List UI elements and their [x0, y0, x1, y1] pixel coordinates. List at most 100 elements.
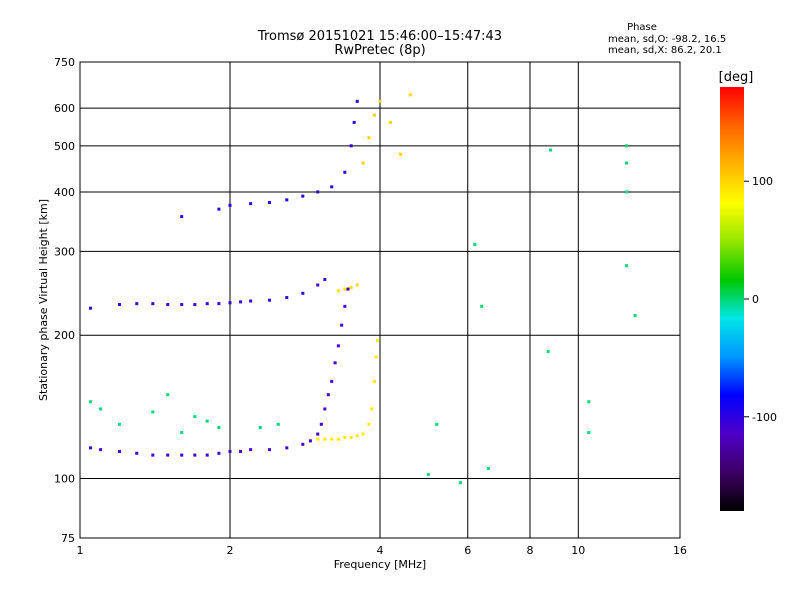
data-point — [249, 202, 253, 206]
data-point — [217, 302, 221, 306]
data-point — [217, 207, 221, 211]
data-point — [355, 99, 359, 103]
data-point — [151, 302, 155, 306]
data-point — [343, 170, 347, 174]
data-point — [180, 303, 184, 307]
data-point — [367, 136, 371, 140]
data-point — [373, 113, 377, 117]
x-axis-label: Frequency [MHz] — [334, 558, 426, 571]
plot-frame — [79, 61, 681, 539]
data-point — [546, 349, 550, 353]
x-tick-label: 6 — [464, 544, 471, 557]
phase-box-line1: mean, sd,O: -98.2, 16.5 — [608, 34, 726, 45]
data-point — [316, 432, 320, 436]
data-point — [99, 407, 103, 411]
data-point — [625, 264, 629, 268]
y-tick-label: 500 — [54, 140, 75, 153]
data-point — [193, 453, 197, 457]
data-point — [205, 302, 209, 306]
y-tick-label: 600 — [54, 102, 75, 115]
data-point — [205, 453, 209, 457]
data-point — [319, 422, 323, 426]
y-tick-label: 200 — [54, 329, 75, 342]
data-point — [239, 449, 243, 453]
data-point — [370, 407, 374, 411]
data-point — [625, 161, 629, 165]
data-point — [389, 120, 393, 124]
data-point — [373, 379, 377, 383]
data-point — [352, 120, 356, 124]
data-point — [330, 437, 334, 441]
data-point — [180, 453, 184, 457]
data-point — [587, 400, 591, 404]
data-point — [285, 296, 289, 300]
data-point — [217, 451, 221, 455]
data-point — [193, 414, 197, 418]
colorbar-tick-label: 0 — [752, 293, 759, 306]
data-point — [258, 425, 262, 429]
data-point — [117, 422, 121, 426]
data-point — [267, 448, 271, 452]
data-point — [375, 338, 379, 342]
colorbar-tick-label: -100 — [752, 411, 777, 424]
data-point — [301, 194, 305, 198]
data-point — [625, 190, 629, 194]
phase-box-line2: mean, sd,X: 86.2, 20.1 — [608, 45, 722, 56]
data-point — [480, 304, 484, 308]
data-point — [361, 432, 365, 436]
colorbar-ticks: 100 0 -100 — [744, 175, 777, 424]
y-tick-label: 750 — [54, 56, 75, 69]
data-point — [399, 152, 403, 156]
data-point — [151, 410, 155, 414]
x-tick-label: 16 — [673, 544, 687, 557]
data-point — [473, 243, 477, 247]
data-point — [361, 161, 365, 165]
data-point — [316, 190, 320, 194]
colorbar — [720, 87, 744, 511]
data-point — [228, 301, 232, 305]
chart-subtitle: RwPretec (8p) — [334, 43, 425, 58]
data-point — [135, 302, 139, 306]
data-point — [349, 144, 353, 148]
data-point — [228, 203, 232, 207]
data-point — [333, 361, 337, 365]
grid-lines — [80, 62, 680, 538]
data-point — [374, 355, 378, 359]
data-point — [336, 437, 340, 441]
data-point — [316, 283, 320, 287]
data-point — [249, 299, 253, 303]
colorbar-label: [deg] — [719, 70, 754, 85]
data-point — [330, 379, 334, 383]
data-point — [285, 198, 289, 202]
data-point — [267, 201, 271, 205]
data-point — [193, 303, 197, 307]
data-point — [486, 466, 490, 470]
data-point — [330, 185, 334, 189]
data-point — [349, 285, 353, 289]
data-point — [301, 291, 305, 295]
x-tick-label: 4 — [377, 544, 384, 557]
data-point — [316, 437, 320, 441]
data-point — [408, 93, 412, 97]
y-axis-label: Stationary phase Virtual Height [km] — [37, 199, 50, 401]
data-point — [89, 306, 93, 310]
data-point — [336, 344, 340, 348]
data-point — [346, 287, 350, 291]
data-point — [151, 453, 155, 457]
data-point — [343, 435, 347, 439]
y-tick-label: 400 — [54, 186, 75, 199]
data-point — [89, 446, 93, 450]
x-tick-label: 2 — [227, 544, 234, 557]
data-point — [276, 422, 280, 426]
data-point — [326, 393, 330, 397]
data-point — [349, 435, 353, 439]
data-point — [323, 277, 327, 281]
data-point — [135, 451, 139, 455]
data-point — [267, 298, 271, 302]
data-point — [166, 393, 170, 397]
data-point — [249, 448, 253, 452]
data-point — [426, 472, 430, 476]
y-tick-label: 100 — [54, 473, 75, 486]
data-point — [228, 449, 232, 453]
